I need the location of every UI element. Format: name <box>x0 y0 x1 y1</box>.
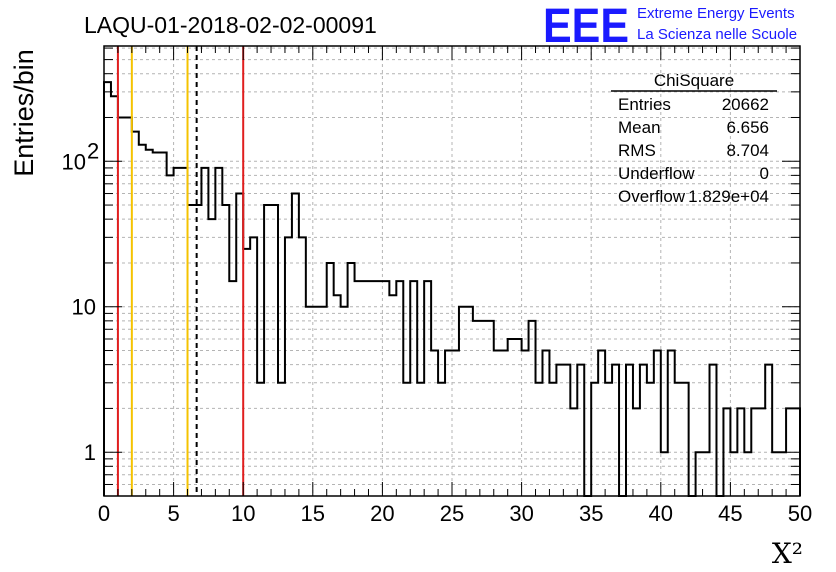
logo-mark: EEE <box>543 0 629 53</box>
stats-label-mean: Mean <box>618 118 661 137</box>
stats-label-overflow: Overflow <box>618 187 686 206</box>
stats-value-mean: 6.656 <box>726 118 769 137</box>
x-tick-label: 0 <box>98 501 110 526</box>
x-tick-label: 30 <box>509 501 533 526</box>
stats-name: ChiSquare <box>654 71 734 90</box>
x-tick-label: 25 <box>440 501 464 526</box>
stats-label-rms: RMS <box>618 141 656 160</box>
x-tick-label: 40 <box>649 501 673 526</box>
stats-label-underflow: Underflow <box>618 164 695 183</box>
y-axis-label: Entries/bin <box>9 49 39 177</box>
x-tick-label: 5 <box>167 501 179 526</box>
eee-logo: EEE Extreme Energy Events La Scienza nel… <box>543 0 797 53</box>
y-tick-label-100-exponent: 2 <box>87 138 99 163</box>
x-tick-label: 15 <box>301 501 325 526</box>
x-tick-label: 35 <box>579 501 603 526</box>
stats-value-rms: 8.704 <box>726 141 769 160</box>
stats-box: ChiSquare Entries 20662 Mean 6.656 RMS 8… <box>611 71 777 206</box>
y-tick-label-1: 1 <box>84 440 96 465</box>
x-tick-label: 50 <box>788 501 812 526</box>
marker-lines <box>116 46 245 496</box>
stats-value-underflow: 0 <box>760 164 769 183</box>
histogram-step <box>103 81 801 497</box>
x-tick-label: 20 <box>370 501 394 526</box>
y-tick-label-100-base: 10 <box>62 149 86 174</box>
x-tick-label: 45 <box>718 501 742 526</box>
x-axis-label: X² <box>772 537 803 570</box>
x-tick-label: 10 <box>231 501 255 526</box>
stats-label-entries: Entries <box>618 95 671 114</box>
stats-value-overflow: 1.829e+04 <box>688 187 769 206</box>
chart-title: LAQU-01-2018-02-02-00091 <box>84 12 377 38</box>
stats-value-entries: 20662 <box>722 95 769 114</box>
logo-line1: Extreme Energy Events <box>637 5 795 22</box>
logo-line2: La Scienza nelle Scuole <box>637 26 797 43</box>
y-tick-label-10: 10 <box>72 295 96 320</box>
histogram-bars <box>103 81 801 497</box>
